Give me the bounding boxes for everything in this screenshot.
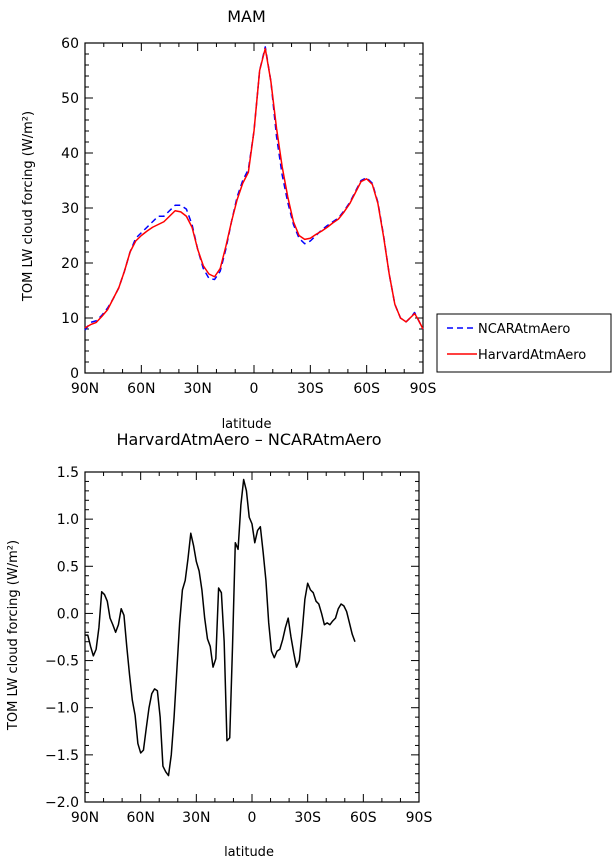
y-tick-label: 1.5 (57, 465, 79, 481)
x-tick-label: 90S (410, 381, 437, 397)
x-tick-label: 0 (250, 381, 259, 397)
bottom-panel: HarvardAtmAero – NCARAtmAero latitude TO… (6, 430, 432, 860)
y-tick-label: −2.0 (45, 795, 79, 811)
plot-frame (84, 42, 424, 374)
legend-box (436, 313, 612, 373)
x-tick-label: 30S (294, 810, 321, 826)
bottom-y-axis-label: TOM LW cloud forcing (W/m²) (6, 540, 21, 731)
y-tick-label: −0.5 (45, 654, 79, 670)
y-tick-label: 40 (61, 146, 79, 162)
y-tick-label: −1.5 (45, 748, 79, 764)
x-tick-label: 30N (184, 381, 212, 397)
bottom-plot-area: 90N 60N 30N 0 30S 60S 90S −2.0 −1.5 −1.0 −0.5 0.0 0.… (45, 465, 432, 826)
bottom-x-axis-label: latitude (224, 845, 274, 860)
top-series-lines (84, 46, 424, 331)
y-tick-label: −1.0 (45, 701, 79, 717)
x-tick-label: 0 (248, 810, 257, 826)
series-line-ncaratmaero (84, 46, 424, 331)
y-tick-label: 0 (70, 366, 79, 382)
x-tick-label: 90S (406, 810, 433, 826)
top-chart-title: MAM (227, 7, 266, 26)
bottom-series-lines (85, 478, 356, 777)
top-y-axis-label: TOM LW cloud forcing (W/m²) (21, 111, 36, 302)
top-x-axis-label: latitude (222, 417, 272, 432)
y-tick-label: 0.5 (57, 559, 79, 575)
y-tick-label: 10 (61, 311, 79, 327)
y-tick-label: 50 (61, 91, 79, 107)
top-plot-area: 90N 60N 30N 0 30S 60S 90S 0 10 20 30 40 50 60 (61, 36, 436, 397)
x-tick-label: 60N (127, 381, 155, 397)
x-tick-label: 90N (71, 381, 99, 397)
plot-frame (84, 471, 420, 803)
x-tick-label: 60N (127, 810, 155, 826)
x-tick-label: 30S (297, 381, 324, 397)
legend-label-ncar: NCARAtmAero (478, 322, 570, 337)
bottom-chart-title: HarvardAtmAero – NCARAtmAero (117, 430, 382, 449)
y-tick-label: 30 (61, 201, 79, 217)
x-tick-label: 30N (182, 810, 210, 826)
y-tick-label: 60 (61, 36, 79, 52)
series-line-difference (85, 478, 356, 777)
y-tick-label: 20 (61, 256, 79, 272)
x-tick-label: 60S (353, 381, 380, 397)
x-tick-label: 60S (350, 810, 377, 826)
y-tick-label: 1.0 (57, 512, 79, 528)
y-tick-label: 0.0 (57, 606, 79, 622)
top-panel: MAM latitude TOM LW cloud forcing (W/m²)… (21, 7, 436, 432)
legend: NCARAtmAero HarvardAtmAero (436, 313, 612, 373)
x-tick-label: 90N (71, 810, 99, 826)
legend-label-harvard: HarvardAtmAero (478, 348, 586, 363)
series-line-harvardatmaero (84, 47, 424, 330)
